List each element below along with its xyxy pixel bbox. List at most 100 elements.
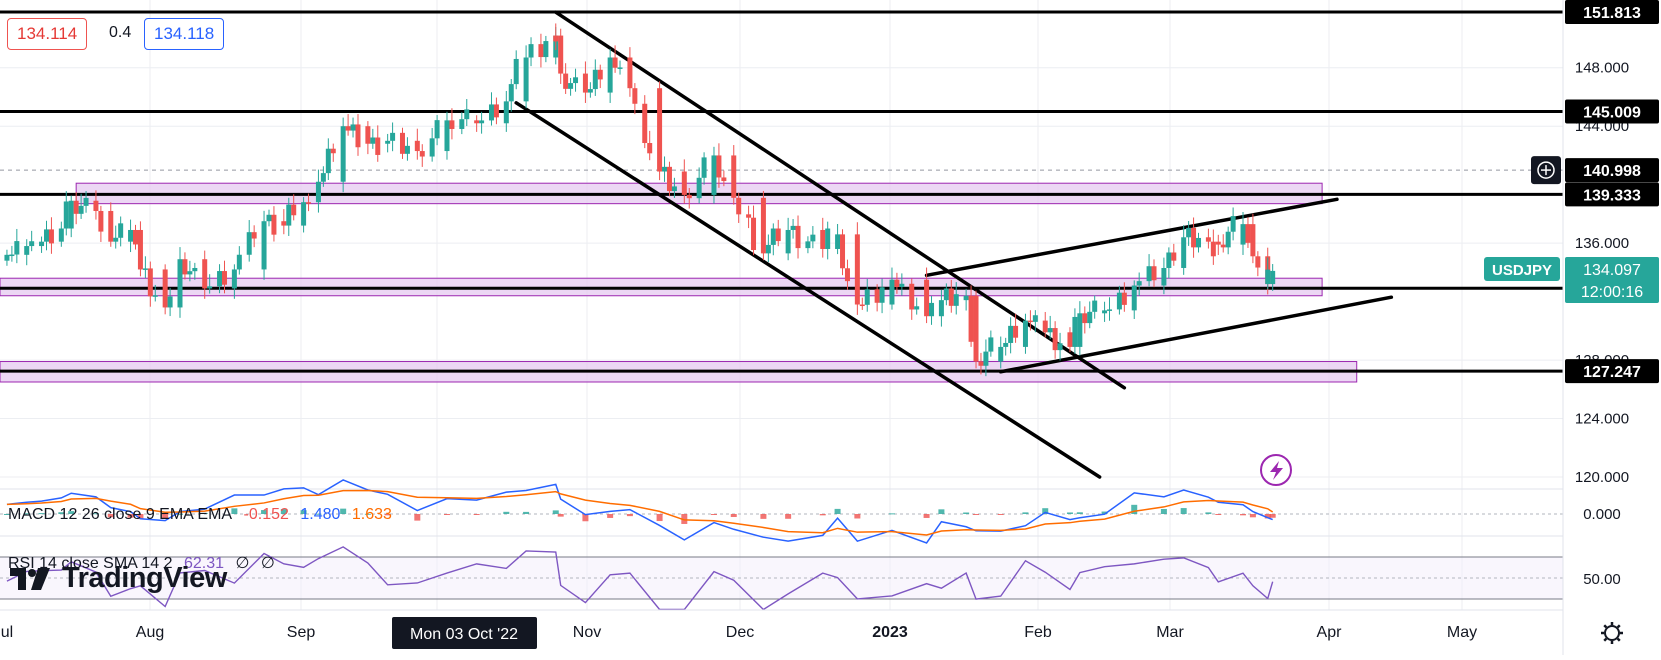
candle-body[interactable] <box>1087 311 1093 324</box>
candle-body[interactable] <box>775 228 781 242</box>
trendline[interactable] <box>514 101 1102 479</box>
candle-body[interactable] <box>681 171 687 195</box>
candle-body[interactable] <box>414 140 420 152</box>
bid-price-box[interactable]: 134.114 <box>7 18 88 50</box>
candle-body[interactable] <box>78 205 84 214</box>
candle-body[interactable] <box>132 229 138 245</box>
candle-body[interactable] <box>647 143 653 154</box>
candle-body[interactable] <box>370 137 376 144</box>
candle-body[interactable] <box>429 138 435 157</box>
candle-body[interactable] <box>503 101 509 124</box>
candle-body[interactable] <box>192 267 198 272</box>
candle-body[interactable] <box>528 44 534 58</box>
candle-body[interactable] <box>1245 224 1251 243</box>
candle-body[interactable] <box>281 221 287 226</box>
candle-body[interactable] <box>73 200 79 214</box>
candle-body[interactable] <box>1102 310 1108 314</box>
candle-body[interactable] <box>187 271 193 275</box>
candle-body[interactable] <box>1181 237 1187 268</box>
candle-body[interactable] <box>523 57 529 102</box>
candle-body[interactable] <box>1116 292 1122 310</box>
candle-body[interactable] <box>266 214 272 222</box>
candle-body[interactable] <box>894 279 900 287</box>
candle-body[interactable] <box>978 361 984 366</box>
candle-body[interactable] <box>983 351 989 366</box>
macd-legend[interactable]: MACD 12 26 close 9 EMA EMA -0.152 1.480 … <box>8 506 399 524</box>
candle-body[interactable] <box>43 229 49 242</box>
candle-body[interactable] <box>1131 285 1137 311</box>
candle-body[interactable] <box>820 229 826 249</box>
candle-body[interactable] <box>1230 216 1236 232</box>
candle-body[interactable] <box>1003 342 1009 347</box>
candle-body[interactable] <box>731 155 737 198</box>
candle-body[interactable] <box>1161 267 1167 286</box>
candle-body[interactable] <box>207 286 213 289</box>
candle-body[interactable] <box>844 268 850 282</box>
candle-body[interactable] <box>889 279 895 305</box>
candle-body[interactable] <box>1220 244 1226 248</box>
candle-body[interactable] <box>924 279 930 317</box>
candle-body[interactable] <box>632 88 638 104</box>
candle-body[interactable] <box>1136 281 1142 286</box>
candle-body[interactable] <box>968 295 974 342</box>
candle-body[interactable] <box>1250 224 1256 257</box>
candle-body[interactable] <box>760 197 766 254</box>
candle-body[interactable] <box>286 204 292 226</box>
candle-body[interactable] <box>662 166 668 172</box>
candle-body[interactable] <box>1215 241 1221 245</box>
trendline[interactable] <box>998 295 1394 374</box>
candle-body[interactable] <box>63 201 69 229</box>
candle-body[interactable] <box>736 197 742 215</box>
candle-body[interactable] <box>474 120 480 124</box>
candle-body[interactable] <box>563 73 569 89</box>
candle-body[interactable] <box>1042 320 1048 333</box>
candle-body[interactable] <box>943 288 949 301</box>
candle-body[interactable] <box>1171 252 1177 261</box>
candle-body[interactable] <box>14 241 20 255</box>
price-axis[interactable]: 148.000144.000136.000128.000124.000120.0… <box>1484 0 1661 655</box>
candle-body[interactable] <box>597 69 603 80</box>
candle-body[interactable] <box>716 155 722 178</box>
candle-body[interactable] <box>365 126 371 144</box>
candle-body[interactable] <box>1121 292 1127 305</box>
candle-body[interactable] <box>513 58 519 85</box>
candle-body[interactable] <box>217 271 223 287</box>
candle-body[interactable] <box>142 268 148 270</box>
candle-body[interactable] <box>493 104 499 118</box>
candle-body[interactable] <box>330 148 336 154</box>
candle-body[interactable] <box>1077 313 1083 347</box>
candle-body[interactable] <box>1191 227 1197 248</box>
lightning-icon[interactable] <box>1260 454 1292 486</box>
candle-body[interactable] <box>696 177 702 199</box>
candle-body[interactable] <box>449 120 455 129</box>
candle-body[interactable] <box>879 287 885 303</box>
candle-body[interactable] <box>315 181 321 203</box>
candle-body[interactable] <box>306 202 312 204</box>
candle-body[interactable] <box>1067 332 1073 347</box>
candle-body[interactable] <box>113 237 119 242</box>
candle-body[interactable] <box>746 214 752 218</box>
candle-body[interactable] <box>340 126 346 182</box>
candle-body[interactable] <box>464 109 470 120</box>
candle-body[interactable] <box>582 73 588 93</box>
candle-body[interactable] <box>162 269 168 308</box>
candle-body[interactable] <box>721 177 727 182</box>
candle-body[interactable] <box>948 288 954 306</box>
candle-body[interactable] <box>1027 320 1033 323</box>
candle-body[interactable] <box>444 120 450 152</box>
candle-body[interactable] <box>345 126 351 131</box>
candle-body[interactable] <box>558 35 564 74</box>
candle-body[interactable] <box>573 77 579 84</box>
candle-body[interactable] <box>118 223 124 238</box>
candle-body[interactable] <box>231 269 237 289</box>
ask-price-box[interactable]: 134.118 <box>144 18 225 50</box>
candle-body[interactable] <box>508 84 514 102</box>
candle-body[interactable] <box>488 104 494 121</box>
candle-body[interactable] <box>128 229 134 242</box>
candle-body[interactable] <box>385 140 391 144</box>
candle-body[interactable] <box>48 229 54 244</box>
candle-body[interactable] <box>627 57 633 89</box>
candle-body[interactable] <box>1186 227 1192 238</box>
candle-body[interactable] <box>859 304 865 307</box>
